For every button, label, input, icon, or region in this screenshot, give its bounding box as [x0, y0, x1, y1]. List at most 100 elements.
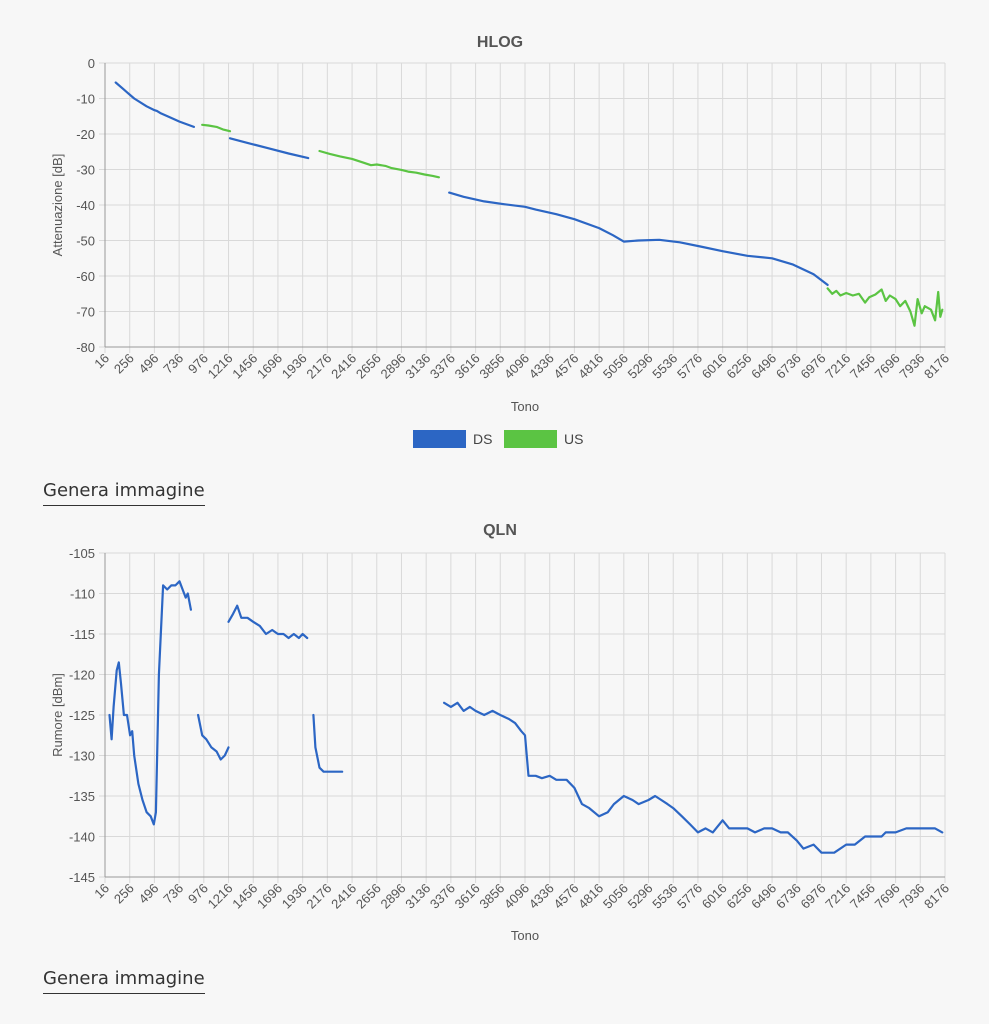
hlog-y-tick-label: -20 [76, 127, 95, 142]
qln-series-noise-line [312, 713, 344, 773]
qln-x-tick-label: 2656 [353, 881, 384, 912]
hlog-y-tick-label: 0 [88, 56, 95, 71]
hlog-x-axis-title: Tono [511, 399, 539, 414]
qln-x-axis-title: Tono [511, 928, 539, 943]
hlog-y-tick-label: -10 [76, 92, 95, 107]
hlog-y-tick-label: -60 [76, 269, 95, 284]
legend-us-label[interactable]: US [564, 431, 583, 447]
hlog-x-tick-label: 6256 [723, 351, 754, 382]
qln-x-tick-label: 4336 [526, 881, 557, 912]
hlog-x-tick-label: 3616 [452, 351, 483, 382]
hlog-x-tick-label: 7216 [822, 351, 853, 382]
qln-x-tick-label: 7216 [822, 881, 853, 912]
legend-us-swatch[interactable] [504, 430, 557, 448]
qln-series-noise-line [108, 580, 192, 826]
qln-x-tick-label: 7456 [847, 881, 878, 912]
hlog-x-tick-label: 256 [111, 351, 137, 377]
qln-y-tick-label: -125 [69, 708, 95, 723]
qln-series-noise-line [443, 701, 944, 854]
hlog-x-tick-label: 2656 [353, 351, 384, 382]
qln-x-tick-label: 1456 [229, 881, 260, 912]
hlog-x-tick-label: 5056 [600, 351, 631, 382]
qln-x-tick-label: 4576 [550, 881, 581, 912]
qln-x-tick-label: 1696 [254, 881, 285, 912]
hlog-series [114, 81, 944, 327]
hlog-series-ds-line [114, 81, 195, 128]
hlog-series-us-line [201, 123, 232, 133]
qln-x-tick-label: 7696 [872, 881, 903, 912]
hlog-legend[interactable]: DS US [413, 430, 583, 448]
hlog-x-tick-label: 8176 [921, 351, 952, 382]
qln-x-tick-label: 5776 [674, 881, 705, 912]
qln-series [108, 580, 944, 854]
qln-x-tick-label: 3376 [427, 881, 458, 912]
qln-y-tick-label: -115 [70, 627, 95, 642]
hlog-x-tick-label: 1216 [205, 351, 236, 382]
hlog-series-ds-line [228, 137, 310, 160]
generate-image-link-hlog[interactable]: Genera immagine [43, 480, 205, 506]
qln-x-tick-label: 6016 [699, 881, 730, 912]
qln-x-tick-label: 2176 [303, 881, 334, 912]
qln-x-tick-label: 736 [160, 881, 186, 907]
qln-x-tick-label: 5056 [600, 881, 631, 912]
qln-x-tick-label: 256 [111, 881, 137, 907]
hlog-title: HLOG [477, 34, 523, 51]
generate-image-link-qln[interactable]: Genera immagine [43, 968, 205, 994]
qln-y-tick-label: -145 [69, 870, 95, 885]
legend-ds-swatch[interactable] [413, 430, 466, 448]
qln-series-noise-line [227, 604, 309, 640]
qln-x-tick-label: 6736 [773, 881, 804, 912]
hlog-x-tick-label: 3856 [476, 351, 507, 382]
hlog-y-tick-label: -80 [76, 340, 95, 355]
hlog-grid [99, 62, 946, 353]
hlog-y-tick-label: -40 [76, 198, 95, 213]
hlog-axes: 1625649673697612161456169619362176241626… [76, 56, 952, 382]
hlog-x-tick-label: 1936 [279, 351, 310, 382]
hlog-x-tick-label: 4576 [550, 351, 581, 382]
qln-x-tick-label: 5296 [625, 881, 656, 912]
hlog-y-axis-title: Attenuazione [dB] [50, 154, 65, 257]
qln-x-tick-label: 6496 [748, 881, 779, 912]
hlog-y-tick-label: -70 [76, 305, 95, 320]
qln-x-tick-label: 6976 [798, 881, 829, 912]
qln-x-tick-label: 3136 [402, 881, 433, 912]
qln-title: QLN [483, 522, 517, 539]
hlog-x-tick-label: 5296 [625, 351, 656, 382]
qln-x-tick-label: 2416 [328, 881, 359, 912]
hlog-x-tick-label: 4096 [501, 351, 532, 382]
qln-grid [99, 552, 946, 883]
hlog-x-tick-label: 6496 [748, 351, 779, 382]
qln-y-axis-title: Rumore [dBm] [50, 673, 65, 757]
qln-y-tick-label: -140 [69, 830, 95, 845]
qln-x-tick-label: 8176 [921, 881, 952, 912]
hlog-x-tick-label: 496 [136, 351, 162, 377]
qln-x-tick-label: 4096 [501, 881, 532, 912]
qln-x-tick-label: 7936 [896, 881, 927, 912]
hlog-x-tick-label: 5536 [649, 351, 680, 382]
hlog-series-ds-line [448, 191, 829, 286]
qln-x-tick-label: 5536 [649, 881, 680, 912]
hlog-y-tick-label: -50 [76, 234, 95, 249]
qln-series-noise-line [197, 713, 230, 761]
hlog-x-tick-label: 7456 [847, 351, 878, 382]
hlog-x-tick-label: 3376 [427, 351, 458, 382]
hlog-x-tick-label: 1456 [229, 351, 260, 382]
hlog-x-tick-label: 2176 [303, 351, 334, 382]
hlog-x-tick-label: 6016 [699, 351, 730, 382]
hlog-x-tick-label: 6976 [798, 351, 829, 382]
hlog-series-us-line [826, 287, 944, 327]
hlog-series-us-line [318, 149, 440, 179]
hlog-x-tick-label: 6736 [773, 351, 804, 382]
hlog-x-tick-label: 3136 [402, 351, 433, 382]
qln-y-tick-label: -105 [69, 546, 95, 561]
qln-x-tick-label: 3616 [452, 881, 483, 912]
qln-x-tick-label: 6256 [723, 881, 754, 912]
legend-ds-label[interactable]: DS [473, 431, 492, 447]
hlog-x-tick-label: 2416 [328, 351, 359, 382]
hlog-x-tick-label: 7696 [872, 351, 903, 382]
qln-x-tick-label: 3856 [476, 881, 507, 912]
qln-x-tick-label: 4816 [575, 881, 606, 912]
hlog-x-tick-label: 736 [160, 351, 186, 377]
qln-y-tick-label: -110 [70, 587, 95, 602]
hlog-x-tick-label: 7936 [896, 351, 927, 382]
